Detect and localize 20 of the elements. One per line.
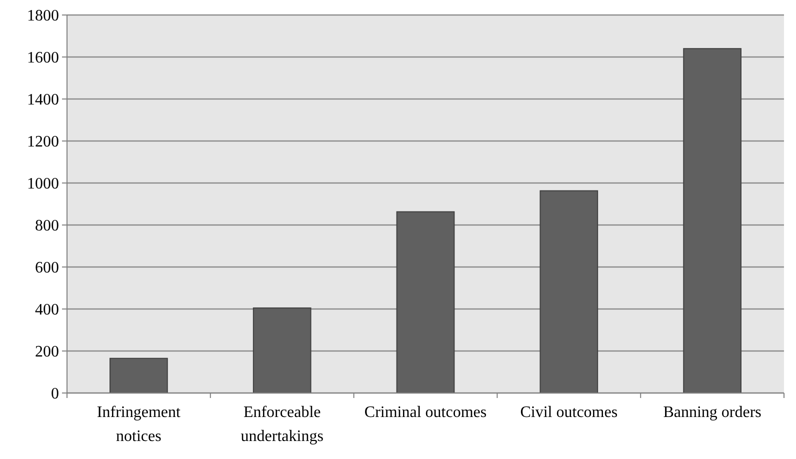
bar xyxy=(540,190,598,394)
bar xyxy=(396,211,455,394)
x-tick-label: Enforceable undertakings xyxy=(240,404,324,445)
y-tick-label: 1600 xyxy=(27,50,59,67)
y-tick-label: 800 xyxy=(35,218,59,235)
bar xyxy=(252,307,312,394)
x-tick-label: Banning orders xyxy=(663,404,762,421)
bar xyxy=(110,358,168,394)
y-tick-label: 1800 xyxy=(27,8,59,25)
y-tick-label: 1400 xyxy=(27,92,59,109)
bar xyxy=(683,48,742,394)
x-tick-label: Infringement notices xyxy=(96,404,182,445)
x-tick-label: Criminal outcomes xyxy=(364,404,487,421)
y-tick-label: 200 xyxy=(35,344,59,361)
y-tick-label: 400 xyxy=(35,302,59,319)
y-tick-label: 0 xyxy=(51,386,59,403)
y-tick-label: 1000 xyxy=(27,176,59,193)
x-tick-label: Civil outcomes xyxy=(520,404,618,421)
y-tick-label: 1200 xyxy=(27,134,59,151)
y-tick-label: 600 xyxy=(35,260,59,277)
